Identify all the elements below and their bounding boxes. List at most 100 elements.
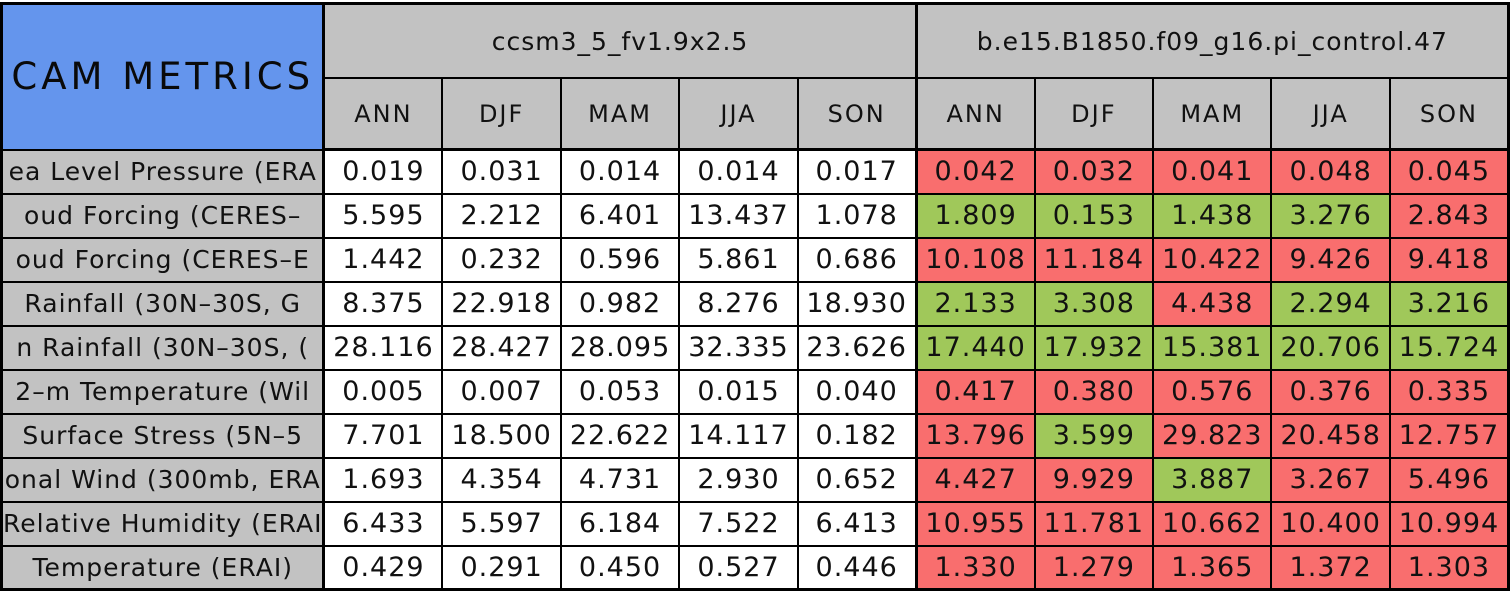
metric-value-cell-model1: 0.014: [559, 148, 681, 195]
metric-value-cell-model2: 0.048: [1270, 148, 1391, 195]
page-title: CAM METRICS: [11, 55, 315, 99]
table-row: onal Wind (300mb, ERA 1.693 4.354 4.731 2.93…: [0, 456, 1510, 503]
metric-value-cell-model2: 4.438: [1152, 280, 1273, 327]
metric-value-cell-model1: 0.446: [796, 544, 918, 591]
table-row: 2–m Temperature (Wil 0.005 0.007 0.053 0.015…: [0, 368, 1510, 415]
metric-row-label: Relative Humidity (ERAI: [0, 500, 325, 547]
table-row: Surface Stress (5N–5 7.701 18.500 22.622 14.…: [0, 412, 1510, 459]
metric-value-cell-model1: 32.335: [678, 324, 799, 371]
metric-value-cell-model2: 3.308: [1033, 280, 1155, 327]
metric-value-cell-model2: 13.796: [914, 412, 1036, 459]
metric-value-cell-model1: 5.597: [441, 500, 562, 547]
metric-value-cell-model1: 2.212: [441, 192, 562, 239]
metric-row-label: n Rainfall (30N–30S, (: [0, 324, 325, 371]
metric-value-cell-model1: 23.626: [796, 324, 918, 371]
metric-value-cell-model1: 0.053: [559, 368, 681, 415]
metric-value-cell-model2: 0.380: [1033, 368, 1155, 415]
metric-value-cell-model1: 5.595: [322, 192, 444, 239]
metric-row-label: oud Forcing (CERES–: [0, 192, 325, 239]
metric-value-cell-model2: 3.887: [1152, 456, 1273, 503]
table-row: Temperature (ERAI) 0.429 0.291 0.450 0.527 0.…: [0, 544, 1510, 591]
metric-value-cell-model2: 0.376: [1270, 368, 1391, 415]
metric-value-cell-model1: 0.450: [559, 544, 681, 591]
metric-value-cell-model2: 9.929: [1033, 456, 1155, 503]
metric-value-cell-model1: 2.930: [678, 456, 799, 503]
metric-row-label: ea Level Pressure (ERA: [0, 148, 325, 195]
metric-value-cell-model1: 8.276: [678, 280, 799, 327]
metric-value-cell-model1: 13.437: [678, 192, 799, 239]
table-row: Relative Humidity (ERAI 6.433 5.597 6.184 7.…: [0, 500, 1510, 547]
metric-value-cell-model1: 5.861: [678, 236, 799, 283]
metric-value-cell-model2: 2.133: [914, 280, 1036, 327]
metric-value-cell-model1: 0.014: [678, 148, 799, 195]
metric-value-cell-model1: 18.930: [796, 280, 918, 327]
metric-value-cell-model2: 0.576: [1152, 368, 1273, 415]
metric-value-cell-model1: 14.117: [678, 412, 799, 459]
metric-value-cell-model2: 10.955: [914, 500, 1036, 547]
metric-value-cell-model1: 7.522: [678, 500, 799, 547]
season-header-jja-1: JJA: [678, 77, 799, 151]
metric-value-cell-model1: 4.731: [559, 456, 681, 503]
metric-value-cell-model2: 0.153: [1033, 192, 1155, 239]
metric-value-cell-model2: 10.422: [1152, 236, 1273, 283]
metric-value-cell-model1: 0.015: [678, 368, 799, 415]
season-header-djf-1: DJF: [441, 77, 562, 151]
metric-value-cell-model2: 2.843: [1388, 192, 1510, 239]
metric-value-cell-model1: 7.701: [322, 412, 444, 459]
table-row: oud Forcing (CERES– 5.595 2.212 6.401 13.437…: [0, 192, 1510, 239]
metric-value-cell-model2: 12.757: [1388, 412, 1510, 459]
metric-row-label: Surface Stress (5N–5: [0, 412, 325, 459]
metric-value-cell-model1: 0.686: [796, 236, 918, 283]
metric-value-cell-model2: 0.042: [914, 148, 1036, 195]
metric-value-cell-model2: 10.108: [914, 236, 1036, 283]
table-header: CAM METRICS ccsm3_5_fv1.9x2.5 b.e15.B185…: [0, 2, 1510, 151]
metric-value-cell-model1: 18.500: [441, 412, 562, 459]
metric-value-cell-model1: 6.433: [322, 500, 444, 547]
metric-row-label: Rainfall (30N–30S, G: [0, 280, 325, 327]
metric-value-cell-model1: 6.413: [796, 500, 918, 547]
table-row: Rainfall (30N–30S, G 8.375 22.918 0.982 8.27…: [0, 280, 1510, 327]
model2-header: b.e15.B1850.f09_g16.pi_control.47: [914, 2, 1510, 79]
table-row: oud Forcing (CERES–E 1.442 0.232 0.596 5.861…: [0, 236, 1510, 283]
metric-value-cell-model2: 20.458: [1270, 412, 1391, 459]
metric-value-cell-model1: 0.007: [441, 368, 562, 415]
metric-value-cell-model2: 2.294: [1270, 280, 1391, 327]
table-title-cell: CAM METRICS: [0, 2, 325, 151]
metric-value-cell-model1: 28.095: [559, 324, 681, 371]
metric-value-cell-model2: 10.994: [1388, 500, 1510, 547]
season-header-son-2: SON: [1388, 77, 1510, 151]
metric-value-cell-model2: 10.662: [1152, 500, 1273, 547]
season-header-row: ANN DJF MAM JJA SON ANN DJF MAM JJA SON: [2, 77, 1510, 151]
metric-value-cell-model1: 1.442: [322, 236, 444, 283]
model-header-row: CAM METRICS ccsm3_5_fv1.9x2.5 b.e15.B185…: [0, 2, 1510, 151]
metric-value-cell-model1: 0.291: [441, 544, 562, 591]
season-header-mam-2: MAM: [1152, 77, 1273, 151]
metric-value-cell-model2: 3.599: [1033, 412, 1155, 459]
metric-value-cell-model2: 1.330: [914, 544, 1036, 591]
metric-value-cell-model2: 4.427: [914, 456, 1036, 503]
metric-value-cell-model1: 0.596: [559, 236, 681, 283]
metric-value-cell-model2: 0.032: [1033, 148, 1155, 195]
metric-value-cell-model1: 0.005: [322, 368, 444, 415]
metric-value-cell-model2: 11.184: [1033, 236, 1155, 283]
metric-value-cell-model1: 6.401: [559, 192, 681, 239]
season-header-jja-2: JJA: [1270, 77, 1391, 151]
metric-value-cell-model1: 0.017: [796, 148, 918, 195]
metric-value-cell-model1: 6.184: [559, 500, 681, 547]
metric-value-cell-model2: 17.932: [1033, 324, 1155, 371]
season-header-djf-2: DJF: [1033, 77, 1155, 151]
metrics-rows: ea Level Pressure (ERA 0.019 0.031 0.014 0.0…: [0, 148, 1510, 591]
metric-value-cell-model1: 0.652: [796, 456, 918, 503]
metric-value-cell-model2: 11.781: [1033, 500, 1155, 547]
season-header-ann-2: ANN: [914, 77, 1036, 151]
metric-value-cell-model2: 1.303: [1388, 544, 1510, 591]
cam-metrics-table: CAM METRICS ccsm3_5_fv1.9x2.5 b.e15.B185…: [0, 2, 1510, 591]
metric-value-cell-model2: 3.276: [1270, 192, 1391, 239]
metric-value-cell-model2: 0.335: [1388, 368, 1510, 415]
metric-value-cell-model2: 1.279: [1033, 544, 1155, 591]
metric-value-cell-model1: 0.982: [559, 280, 681, 327]
metric-value-cell-model2: 9.426: [1270, 236, 1391, 283]
metric-value-cell-model1: 8.375: [322, 280, 444, 327]
metric-value-cell-model2: 0.417: [914, 368, 1036, 415]
